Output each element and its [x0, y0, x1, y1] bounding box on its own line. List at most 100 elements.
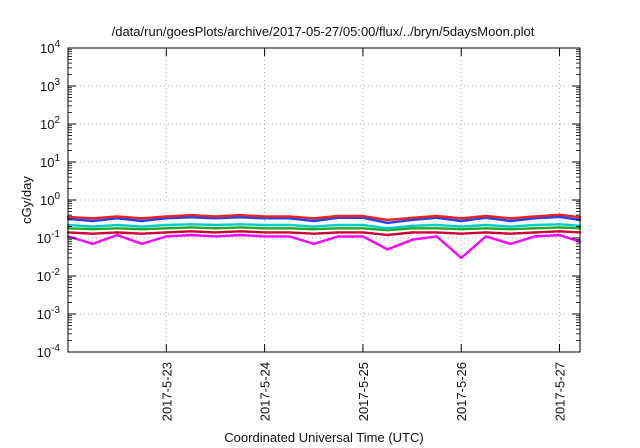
series-3-point: [288, 227, 291, 230]
series-6-point: [460, 217, 463, 220]
series-1-point: [386, 248, 389, 251]
series-4-point: [238, 223, 242, 226]
series-2-point: [460, 232, 463, 235]
series-1-point: [337, 235, 340, 238]
series-3-point: [410, 227, 414, 230]
series-3-point: [435, 227, 438, 230]
series-5-point: [312, 219, 315, 223]
series-3-point: [140, 228, 143, 231]
series-4-point: [509, 225, 512, 228]
series-3-point: [312, 228, 315, 231]
series-4-point: [189, 223, 193, 226]
series-layer: [66, 213, 582, 260]
series-1-point: [410, 238, 414, 241]
series-6-point: [140, 217, 143, 220]
series-5-point: [116, 217, 119, 220]
series-1-point: [189, 233, 193, 237]
series-4-point: [484, 223, 487, 227]
series-6-point: [189, 213, 193, 217]
x-axis-label: Coordinated Universal Time (UTC): [224, 430, 423, 445]
series-1-point: [288, 235, 291, 238]
series-5-point: [460, 219, 463, 223]
series-3-point: [484, 227, 487, 230]
series-5-point: [238, 216, 242, 219]
series-3-point: [116, 227, 119, 230]
series-1-point: [116, 233, 119, 237]
series-6-point: [435, 214, 438, 218]
series-2-point: [288, 231, 291, 234]
y-axis-label: cGy/day: [19, 176, 34, 224]
series-1-point: [533, 235, 537, 238]
series-2-point: [312, 232, 315, 235]
series-line-4: [67, 223, 581, 230]
series-3-point: [558, 226, 561, 229]
series-1-point: [91, 242, 94, 246]
y-axis-ticks: 10-4 10-3 10-2 10-1 100 101 102 103 104: [37, 39, 580, 360]
grid-layer: [68, 48, 580, 352]
series-2-point: [484, 231, 487, 234]
series-6-point: [91, 217, 94, 220]
y-tick-label: 101: [40, 153, 60, 170]
series-5-point: [165, 217, 168, 220]
series-3-point: [238, 226, 242, 229]
y-tick-label: 10-2: [37, 267, 61, 284]
series-4-point: [337, 223, 340, 227]
series-3-point: [361, 227, 365, 230]
series-4-point: [116, 223, 119, 227]
series-1-point: [509, 242, 512, 246]
series-5-point: [386, 221, 389, 225]
x-tick-label: 2017-5-24: [258, 362, 273, 421]
series-5-point: [214, 217, 217, 220]
series-4-point: [214, 223, 217, 227]
series-5-point: [263, 217, 266, 220]
series-4-point: [533, 223, 537, 227]
series-4-point: [410, 224, 414, 227]
series-1-point: [435, 235, 438, 238]
series-6-point: [484, 214, 487, 218]
y-tick-label: 103: [40, 77, 60, 94]
series-3-point: [189, 226, 193, 229]
series-line-1: [67, 233, 581, 260]
series-3-point: [165, 227, 168, 230]
series-4-point: [140, 225, 143, 228]
series-4-point: [288, 223, 291, 227]
series-6-point: [238, 213, 242, 217]
chart-title: /data/run/goesPlots/archive/2017-05-27/0…: [112, 24, 535, 39]
series-5-point: [288, 217, 291, 220]
series-4-point: [263, 223, 266, 227]
series-1-point: [484, 235, 487, 238]
series-6-point: [533, 215, 537, 218]
y-tick-label: 102: [40, 115, 60, 132]
series-5-point: [189, 216, 193, 219]
series-2-point: [140, 232, 143, 235]
series-2-point: [238, 230, 242, 233]
series-4-point: [386, 227, 389, 230]
series-2-point: [410, 231, 414, 234]
series-6-point: [288, 215, 291, 218]
series-1-point: [165, 235, 168, 238]
series-2-point: [165, 231, 168, 234]
series-5-point: [509, 219, 512, 223]
series-3-point: [214, 227, 217, 230]
x-tick-label: 2017-5-25: [356, 362, 371, 421]
series-6-point: [214, 215, 217, 218]
series-6-point: [410, 216, 414, 219]
series-4-point: [312, 225, 315, 228]
series-6-point: [361, 214, 365, 218]
series-5-point: [533, 217, 537, 220]
series-6-point: [509, 217, 512, 220]
series-6-point: [337, 214, 340, 218]
y-tick-label: 104: [40, 39, 60, 56]
series-2-point: [361, 231, 365, 234]
x-tick-label: 2017-5-27: [553, 362, 568, 421]
series-3-point: [533, 227, 537, 230]
series-5-point: [410, 218, 414, 222]
series-4-point: [558, 223, 561, 226]
series-4-point: [460, 225, 463, 228]
x-axis-ticks: 2017-5-23 2017-5-24 2017-5-25 2017-5-26 2017…: [159, 48, 568, 421]
series-5-point: [91, 219, 94, 223]
series-2-point: [263, 231, 266, 234]
series-5-point: [558, 215, 561, 219]
y-tick-label: 10-4: [37, 343, 61, 360]
